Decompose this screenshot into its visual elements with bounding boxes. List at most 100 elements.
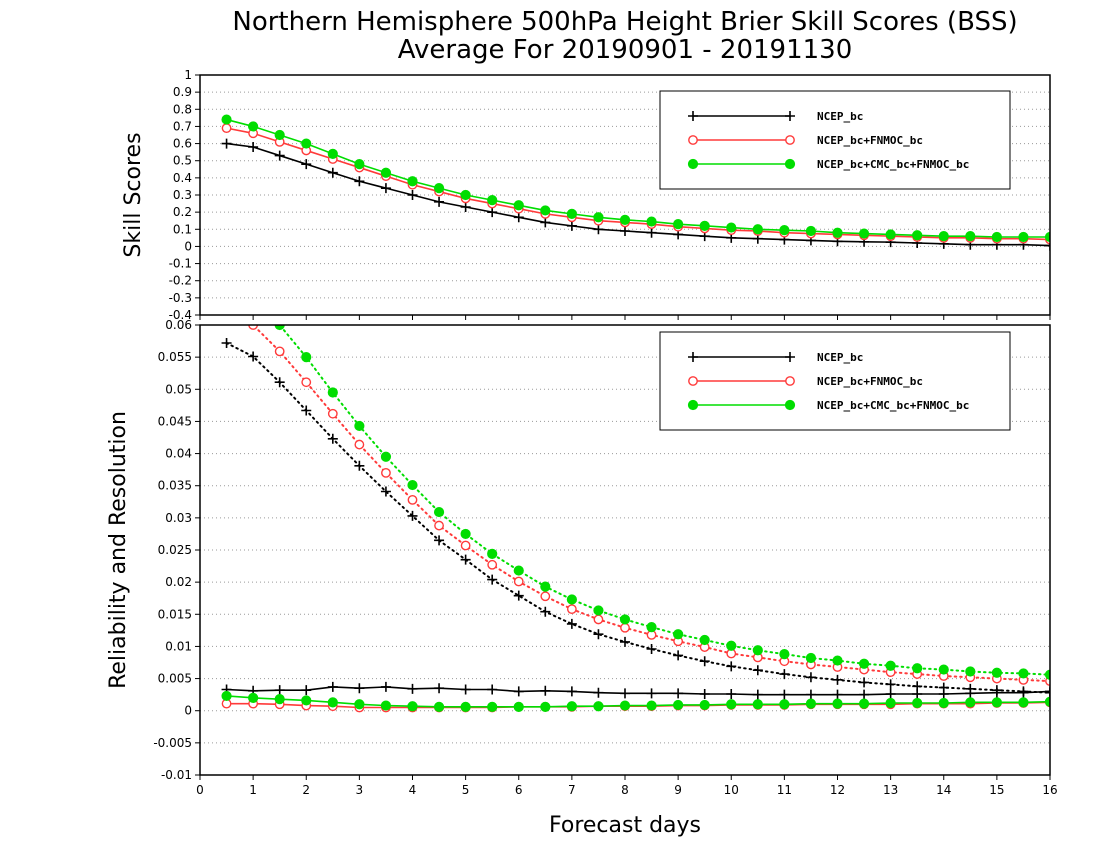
data-point [434,196,445,207]
x-tick-label: 6 [515,783,523,797]
data-point [566,220,577,231]
data-point [540,581,551,592]
y-tick-label: 0.02 [165,575,192,589]
reliability-resolution-panel: -0.01 -0.005 0 0.005 0.01 0.015 0.02 0.025 0.03 0… [106,318,1058,838]
x-tick-label: 7 [568,783,576,797]
x-tick-label: 12 [830,783,845,797]
data-point [540,205,551,216]
data-point [805,698,817,709]
data-point [540,701,551,712]
data-point [1045,240,1050,251]
data-point [460,528,471,540]
series-line [225,686,1050,696]
legend-marker [687,158,699,170]
data-point [354,683,365,694]
data-point [779,669,790,680]
data-point [699,699,710,711]
legend-label: NCEP_bc [817,351,863,364]
data-point [274,150,285,161]
data-point [301,352,312,363]
y-tick-label: 0.025 [158,543,192,557]
x-tick-label: 13 [883,783,898,797]
data-point [274,325,285,331]
data-point [805,672,816,683]
y-tick-label: 0.6 [173,137,192,151]
data-point [274,129,285,141]
data-point [593,701,604,712]
legend-marker [688,135,698,145]
data-point [673,688,684,699]
y-tick-label: 0.06 [165,318,192,332]
series-reliability-5 [221,690,1050,712]
data-point [726,689,737,699]
y-tick-label: 0.2 [173,205,192,219]
data-point [301,159,312,170]
legend-marker [688,352,698,362]
chart-title-line1: Northern Hemisphere 500hPa Height Brier … [232,7,1017,37]
data-point [381,467,391,478]
data-point [752,224,763,235]
data-point [593,212,604,223]
legend-label: NCEP_bc+CMC_bc+FNMOC_bc [817,399,969,412]
data-point [221,138,232,149]
data-point [460,554,471,565]
data-point [620,226,630,236]
data-point [965,697,976,708]
data-point [248,142,259,152]
data-point [646,622,657,633]
legend-item: NCEP_bc+FNMOC_bc [688,134,923,147]
data-point [566,594,577,605]
data-point [434,535,445,546]
y-tick-label: 0.045 [158,414,192,428]
y-tick-label: 0.05 [165,382,192,396]
x-axis-label: Forecast days [549,813,701,838]
data-point [540,217,551,228]
legend-marker [688,376,698,386]
data-point [513,576,524,587]
data-point [752,689,763,700]
data-point [832,698,843,709]
series-reliability-3 [221,681,1050,700]
data-point [832,655,843,666]
data-point [991,231,1002,243]
data-point [354,420,365,432]
data-point [487,684,498,695]
y-tick-label: -0.005 [153,736,192,750]
data-point [407,701,418,712]
data-point [646,644,657,654]
data-point [859,677,870,688]
data-point [380,183,391,194]
data-point [380,681,391,692]
legend-marker [687,399,699,411]
data-point [327,433,338,444]
y-axis-label: Skill Scores [121,132,146,257]
y-tick-label: -0.2 [169,274,192,288]
data-point [593,605,604,616]
data-point [699,634,710,646]
y-tick-label: 0.03 [165,511,192,525]
x-tick-label: 14 [936,783,951,797]
data-point [699,689,710,699]
data-point [673,219,684,230]
data-point [699,220,710,231]
data-point [487,701,498,712]
data-point [1018,668,1029,679]
data-point [460,202,471,212]
data-point [832,227,843,238]
data-point [248,325,259,330]
data-point [779,649,790,660]
data-point [938,697,949,709]
y-tick-label: 0.1 [173,222,192,236]
data-point [832,674,843,685]
legend: NCEP_bc NCEP_bc+FNMOC_bc NCEP_bc+CMC_bc+FN… [659,331,1011,431]
plot-frame [199,324,1051,776]
data-point [646,688,657,699]
data-point [487,574,498,585]
y-tick-label: 0.005 [158,672,192,686]
data-point [221,338,232,348]
data-point [1045,687,1050,698]
data-point [566,208,577,219]
data-point [301,695,312,706]
data-point [434,520,444,531]
